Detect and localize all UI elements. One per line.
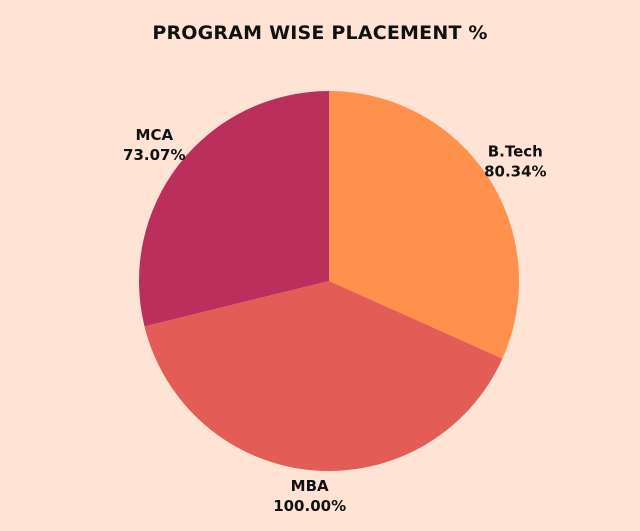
slice-label-name: MBA xyxy=(291,477,329,495)
slice-label-name: B.Tech xyxy=(488,142,543,160)
pie-slice-b-tech xyxy=(329,91,519,359)
slice-label-name: MCA xyxy=(136,126,174,144)
pie-slice-mca xyxy=(139,91,329,327)
chart-title: PROGRAM WISE PLACEMENT % xyxy=(152,22,488,44)
slice-label-value: 80.34% xyxy=(484,162,546,180)
slice-label-value: 100.00% xyxy=(273,497,346,515)
pie-slice-mba xyxy=(144,281,503,471)
slice-label-value: 73.07% xyxy=(123,146,185,164)
